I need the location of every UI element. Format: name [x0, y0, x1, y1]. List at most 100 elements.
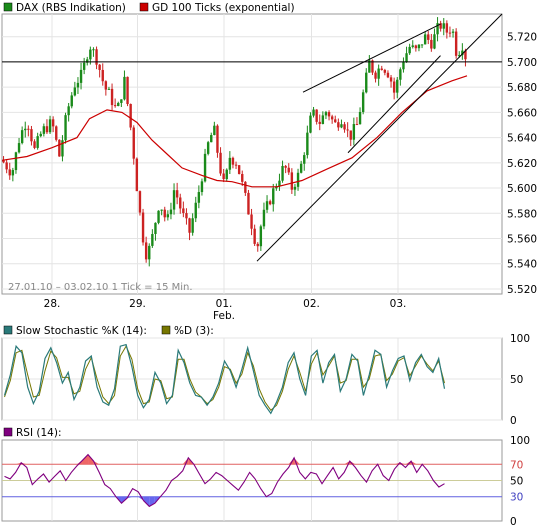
- candle-body: [219, 152, 222, 174]
- candle-body: [352, 124, 356, 140]
- candle-body: [172, 190, 176, 210]
- candle-body: [194, 202, 197, 219]
- candle-body: [296, 172, 300, 187]
- candle-body: [163, 209, 166, 218]
- candle-body: [225, 169, 228, 180]
- candle-body: [129, 104, 132, 128]
- candle-body: [349, 130, 352, 140]
- candle-body: [392, 81, 396, 93]
- candle-body: [374, 72, 377, 79]
- candle-body: [154, 222, 157, 235]
- candle-body: [247, 192, 250, 215]
- rsi-y-tick-label: 100: [510, 435, 530, 447]
- candle-body: [423, 34, 427, 45]
- candle-body: [461, 50, 464, 56]
- candle-body: [259, 226, 263, 247]
- candle-body: [222, 173, 225, 180]
- candle-body: [70, 95, 73, 107]
- candle-body: [253, 228, 256, 244]
- candle-body: [30, 129, 33, 142]
- candle-body: [188, 218, 191, 233]
- rsi-panel: RSI (14): 100 70 50 30 0: [1, 427, 530, 528]
- price-x-tick-label: 01.: [216, 298, 233, 310]
- price-panel: 5.720 5.700 5.680 5.660 5.640 5.620 5.600 5.580…: [1, 2, 537, 322]
- candle-body: [144, 242, 148, 260]
- candle-body: [157, 210, 160, 223]
- price-marks: [1, 13, 503, 267]
- price-x-tick-label: 03.: [390, 298, 407, 310]
- candle-body: [67, 106, 70, 116]
- candle-body: [132, 127, 135, 159]
- candle-body: [312, 109, 315, 116]
- legend-swatch-stoch-k: [3, 325, 13, 335]
- trend-line: [347, 55, 441, 154]
- candle-body: [101, 69, 104, 82]
- candle-body: [448, 32, 452, 34]
- candle-body: [113, 105, 117, 107]
- price-plot-frame: [1, 13, 503, 295]
- candle-body: [262, 209, 266, 227]
- candle-body: [92, 49, 95, 51]
- candle-body: [389, 77, 393, 82]
- stochastic-panel: Slow Stochastic %K (14): %D (3): 100 50 0: [1, 325, 530, 427]
- candle-body: [5, 162, 8, 170]
- candle-body: [458, 55, 461, 57]
- candle-body: [256, 243, 259, 247]
- candle-body: [197, 192, 201, 203]
- candle-body: [166, 214, 170, 218]
- candle-body: [368, 60, 371, 73]
- candle-body: [293, 186, 297, 190]
- candle-body: [126, 76, 129, 105]
- candle-body: [290, 172, 294, 190]
- candle-body: [95, 49, 98, 65]
- candle-body: [299, 163, 303, 173]
- stochastic-k-line: [3, 343, 446, 415]
- candle-body: [141, 212, 145, 243]
- candle-body: [414, 45, 418, 49]
- candle-body: [203, 153, 207, 182]
- candle-body: [79, 69, 83, 83]
- candle-body: [138, 191, 142, 213]
- candle-body: [436, 23, 439, 35]
- candle-body: [250, 214, 253, 229]
- candle-body: [272, 188, 275, 205]
- candle-body: [265, 201, 269, 210]
- candle-body: [191, 218, 194, 233]
- price-y-tick-label: 5.680: [507, 82, 537, 94]
- price-y-tick-label: 5.640: [507, 133, 537, 145]
- price-x-tick-label: 02.: [303, 298, 320, 310]
- candle-body: [405, 53, 408, 63]
- candle-body: [89, 49, 92, 60]
- legend-label-rsi: RSI (14):: [16, 427, 62, 439]
- candle-body: [365, 72, 368, 93]
- candle-body: [454, 31, 458, 56]
- stochastic-y-tick-label: 0: [510, 415, 517, 427]
- candle-body: [200, 181, 204, 193]
- price-y-ticks: 5.720 5.700 5.680 5.660 5.640 5.620 5.600 5.580…: [507, 32, 537, 296]
- price-y-tick-label: 5.580: [507, 208, 537, 220]
- candle-body: [135, 158, 139, 192]
- candle-body: [175, 190, 179, 198]
- candle-body: [287, 167, 290, 173]
- rsi-overbought-fill: [182, 457, 189, 465]
- candle-body: [399, 69, 402, 80]
- candle-body: [182, 208, 185, 214]
- candle-body: [61, 140, 64, 157]
- candle-body: [76, 82, 80, 88]
- rsi-marks: [4, 453, 445, 508]
- candle-body: [377, 68, 380, 79]
- candle-body: [346, 129, 349, 131]
- candle-body: [237, 165, 241, 175]
- candle-body: [104, 81, 108, 90]
- candle-body: [383, 69, 387, 73]
- candle-body: [48, 119, 52, 133]
- candle-body: [315, 109, 318, 122]
- candle-body: [206, 142, 210, 154]
- legend-label-stoch-d: %D (3):: [174, 325, 214, 337]
- candle-body: [402, 62, 405, 70]
- price-x-tick-label: 28.: [44, 298, 61, 310]
- candle-body: [361, 92, 365, 113]
- candle-body: [464, 50, 467, 60]
